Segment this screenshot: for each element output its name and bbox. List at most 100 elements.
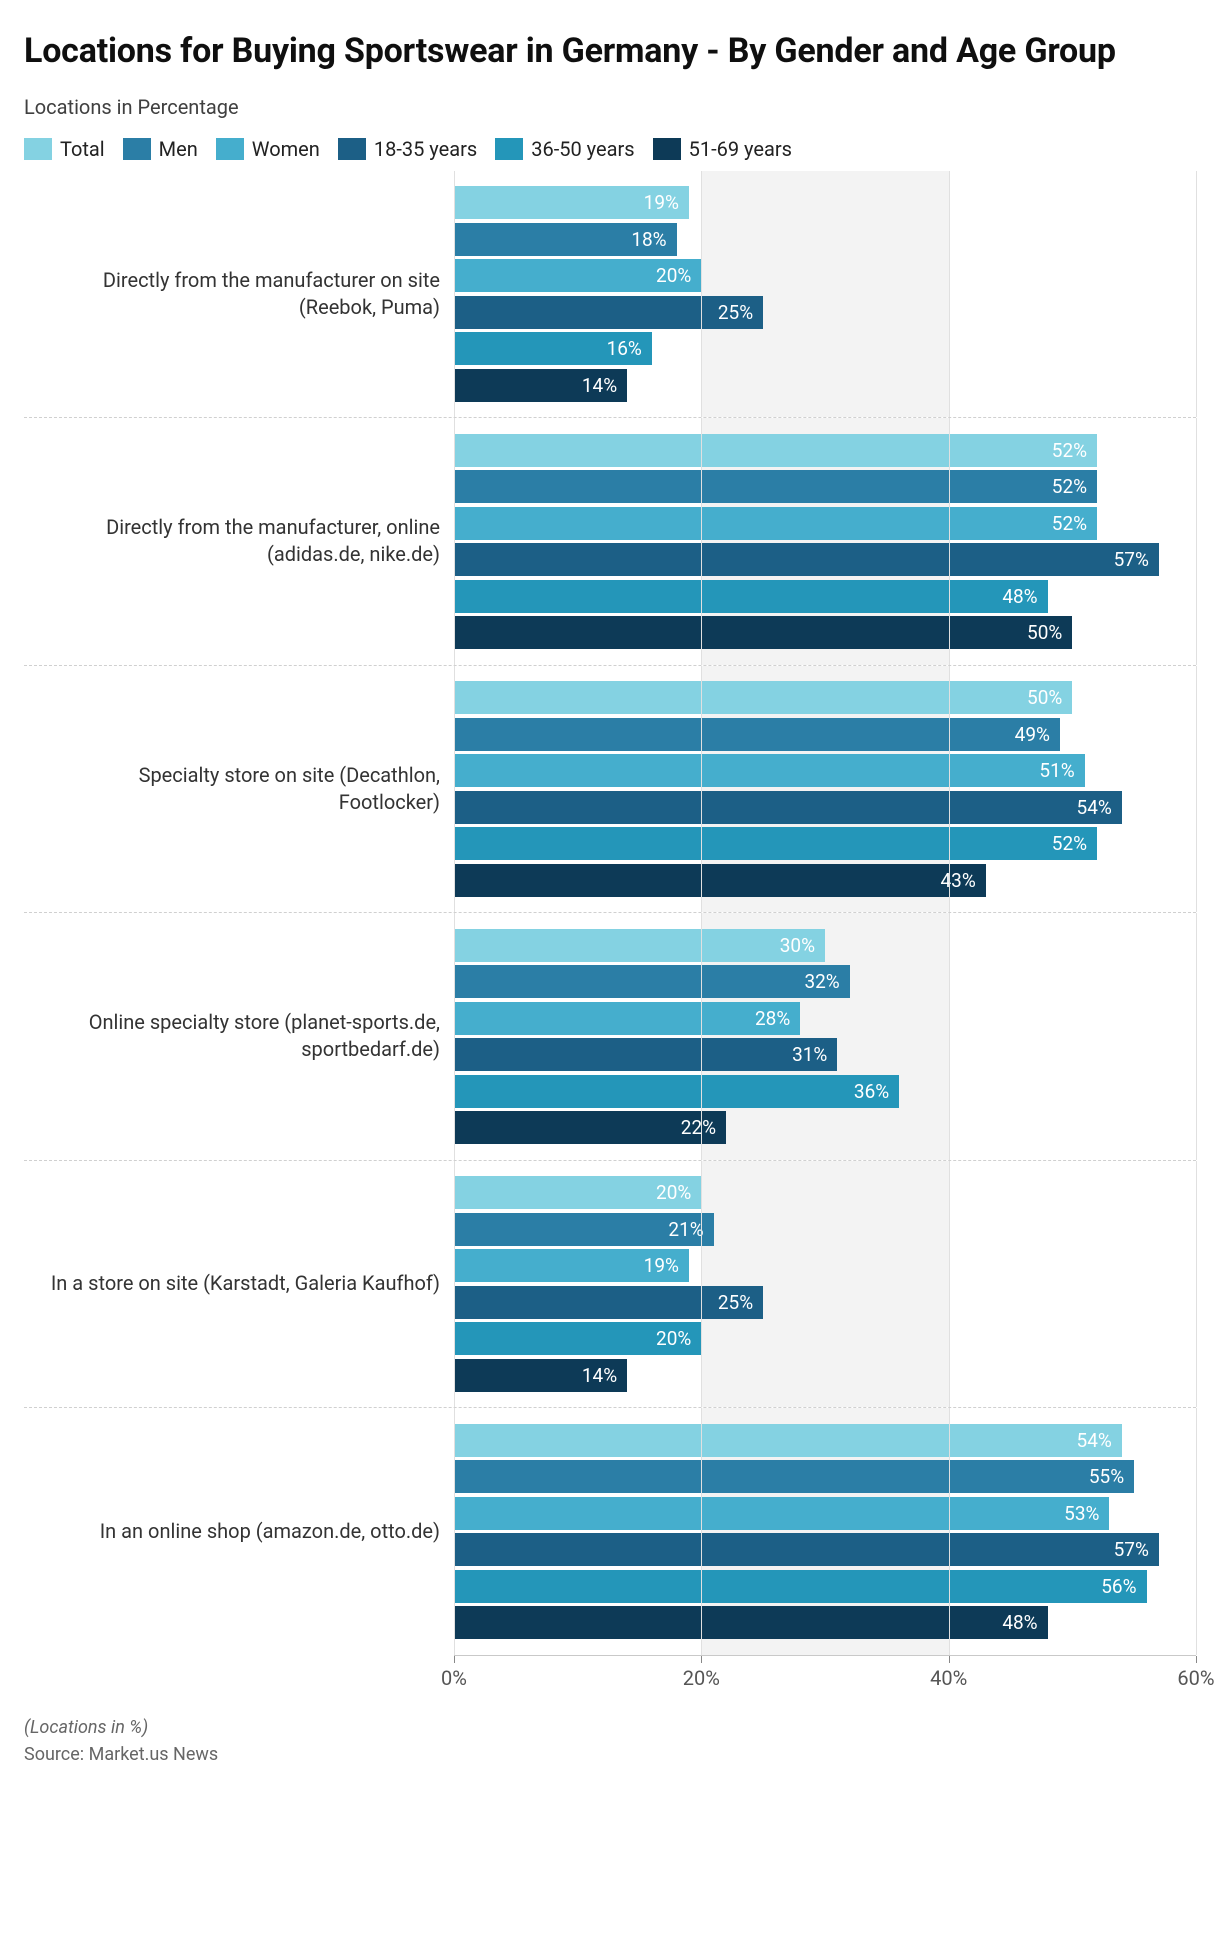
bar-row: 51%	[454, 754, 1196, 787]
chart-source: Source: Market.us News	[24, 1744, 1196, 1765]
legend-swatch	[123, 138, 151, 160]
category-label: Directly from the manufacturer, online (…	[24, 514, 454, 568]
bar-row: 54%	[454, 1424, 1196, 1457]
bar-row: 22%	[454, 1111, 1196, 1144]
bar-value: 31%	[792, 1043, 827, 1066]
bar-value: 20%	[656, 264, 691, 287]
chart-area: Directly from the manufacturer on site (…	[24, 171, 1196, 1695]
legend-swatch	[653, 138, 681, 160]
bar-row: 50%	[454, 616, 1196, 649]
legend-item: 18-35 years	[338, 137, 477, 161]
bar-row: 56%	[454, 1570, 1196, 1603]
bar-row: 54%	[454, 791, 1196, 824]
bar-row: 53%	[454, 1497, 1196, 1530]
bar-row: 21%	[454, 1213, 1196, 1246]
category-group: Directly from the manufacturer on site (…	[24, 171, 1196, 418]
bar: 20%	[454, 1176, 701, 1209]
bar-value: 57%	[1114, 1538, 1149, 1561]
legend-label: 51-69 years	[689, 137, 792, 161]
bar-row: 30%	[454, 929, 1196, 962]
bar-value: 28%	[755, 1007, 790, 1030]
bar-row: 57%	[454, 543, 1196, 576]
category-bars: 52% 52% 52% 57% 48%50%	[454, 418, 1196, 665]
bar: 55%	[454, 1460, 1134, 1493]
chart-footnote: (Locations in %)	[24, 1717, 1196, 1738]
bar: 19%	[454, 186, 689, 219]
bar: 52%	[454, 507, 1097, 540]
bar-value: 25%	[718, 1291, 753, 1314]
bar: 22%	[454, 1111, 726, 1144]
bar-row: 18%	[454, 223, 1196, 256]
source-prefix: Source:	[24, 1744, 89, 1765]
bar: 52%	[454, 434, 1097, 467]
bar-value: 52%	[1052, 439, 1087, 462]
bar-row: 43%	[454, 864, 1196, 897]
category-label: Specialty store on site (Decathlon, Foot…	[24, 762, 454, 816]
x-tick-label: 0%	[441, 1666, 467, 1690]
bar: 57%	[454, 543, 1159, 576]
bar-row: 32%	[454, 965, 1196, 998]
legend-item: Total	[24, 137, 105, 161]
bar: 25%	[454, 296, 763, 329]
category-bars: 30% 32% 28%31% 36%22%	[454, 913, 1196, 1160]
bar: 52%	[454, 470, 1097, 503]
bar: 28%	[454, 1002, 800, 1035]
bar-row: 49%	[454, 718, 1196, 751]
bar: 31%	[454, 1038, 837, 1071]
bar: 54%	[454, 1424, 1122, 1457]
bar-row: 25%	[454, 1286, 1196, 1319]
bar: 20%	[454, 259, 701, 292]
bar: 56%	[454, 1570, 1147, 1603]
bar-value: 30%	[780, 934, 815, 957]
bar-row: 57%	[454, 1533, 1196, 1566]
category-bars: 19% 18% 20% 25% 16% 14%	[454, 171, 1196, 418]
bar-value: 56%	[1101, 1575, 1136, 1598]
chart-title: Locations for Buying Sportswear in Germa…	[24, 30, 1196, 73]
bar-value: 52%	[1052, 512, 1087, 535]
bar-value: 49%	[1015, 723, 1050, 746]
bar-value: 19%	[644, 1254, 679, 1277]
bar-row: 31%	[454, 1038, 1196, 1071]
bar: 25%	[454, 1286, 763, 1319]
bar-value: 25%	[718, 301, 753, 324]
bar: 48%	[454, 580, 1048, 613]
bar-row: 48%	[454, 1606, 1196, 1639]
bar: 52%	[454, 827, 1097, 860]
bar: 21%	[454, 1213, 714, 1246]
bar-value: 48%	[1002, 1611, 1037, 1634]
category-group: Directly from the manufacturer, online (…	[24, 417, 1196, 665]
bar: 16%	[454, 332, 652, 365]
legend-item: Men	[123, 137, 198, 161]
x-tick-label: 20%	[683, 1666, 720, 1690]
bar: 50%	[454, 616, 1072, 649]
bar-row: 19%	[454, 1249, 1196, 1282]
bar: 36%	[454, 1075, 899, 1108]
bar-row: 25%	[454, 296, 1196, 329]
legend: TotalMenWomen18-35 years36-50 years51-69…	[24, 137, 1196, 161]
bar-row: 20%	[454, 259, 1196, 292]
bar-value: 16%	[607, 337, 642, 360]
bar-row: 20%	[454, 1322, 1196, 1355]
bar: 18%	[454, 223, 677, 256]
legend-label: Men	[159, 137, 198, 161]
bar: 57%	[454, 1533, 1159, 1566]
bar: 20%	[454, 1322, 701, 1355]
bar-value: 54%	[1077, 796, 1112, 819]
bar: 19%	[454, 1249, 689, 1282]
bar-value: 14%	[582, 374, 617, 397]
bar-value: 50%	[1027, 686, 1062, 709]
source-value: Market.us News	[89, 1744, 219, 1765]
bar: 32%	[454, 965, 850, 998]
category-bars: 20% 21% 19% 25% 20% 14%	[454, 1161, 1196, 1408]
bar: 14%	[454, 369, 627, 402]
legend-swatch	[216, 138, 244, 160]
bar-value: 32%	[804, 970, 839, 993]
bar: 50%	[454, 681, 1072, 714]
legend-label: Women	[252, 137, 320, 161]
bar-row: 14%	[454, 369, 1196, 402]
bar-row: 14%	[454, 1359, 1196, 1392]
bar-value: 54%	[1077, 1429, 1112, 1452]
bar-value: 52%	[1052, 475, 1087, 498]
bar-value: 20%	[656, 1181, 691, 1204]
legend-label: Total	[60, 137, 105, 161]
